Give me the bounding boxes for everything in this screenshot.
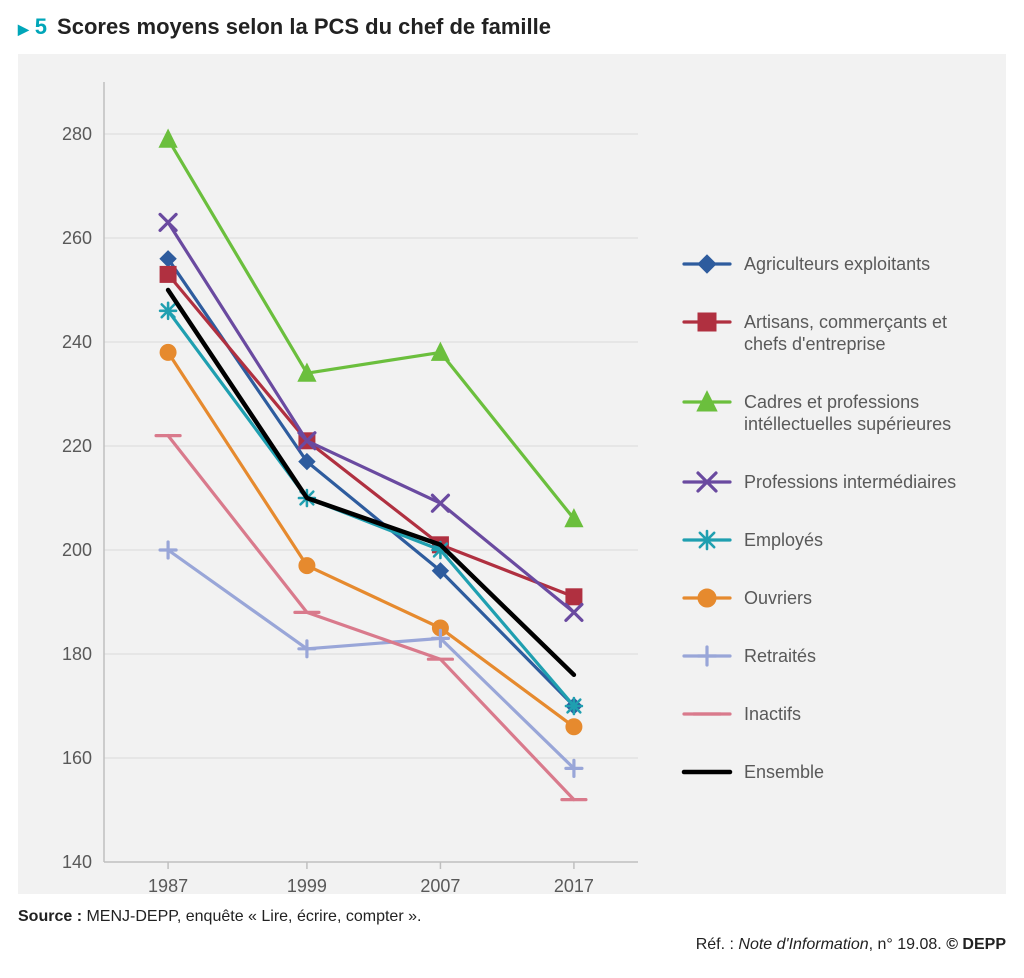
svg-text:Ouvriers: Ouvriers xyxy=(744,588,812,608)
chart-area: 140 160 180 200 220 240 260 280 1987 1999 2007 2017… xyxy=(18,54,1006,894)
svg-text:Artisans, commerçants et: Artisans, commerçants et xyxy=(744,312,947,332)
svg-text:260: 260 xyxy=(62,228,92,248)
svg-text:Inactifs: Inactifs xyxy=(744,704,801,724)
svg-text:180: 180 xyxy=(62,644,92,664)
ref-suffix: , n° 19.08. xyxy=(869,936,947,953)
svg-text:Agriculteurs exploitants: Agriculteurs exploitants xyxy=(744,254,930,274)
svg-text:chefs d'entreprise: chefs d'entreprise xyxy=(744,334,886,354)
svg-text:Professions intermédiaires: Professions intermédiaires xyxy=(744,472,956,492)
source-label: Source : xyxy=(18,908,82,925)
svg-text:2007: 2007 xyxy=(420,876,460,894)
svg-text:Employés: Employés xyxy=(744,530,823,550)
ref-copyright: © DEPP xyxy=(946,936,1006,953)
svg-text:1987: 1987 xyxy=(148,876,188,894)
svg-text:280: 280 xyxy=(62,124,92,144)
ref-italic: Note d'Information xyxy=(738,936,868,953)
svg-text:240: 240 xyxy=(62,332,92,352)
line-chart: 140 160 180 200 220 240 260 280 1987 1999 2007 2017… xyxy=(18,54,1006,894)
svg-text:140: 140 xyxy=(62,852,92,872)
svg-text:200: 200 xyxy=(62,540,92,560)
svg-text:Retraités: Retraités xyxy=(744,646,816,666)
svg-text:Ensemble: Ensemble xyxy=(744,762,824,782)
svg-text:Cadres et professions: Cadres et professions xyxy=(744,392,919,412)
svg-text:intéllectuelles supérieures: intéllectuelles supérieures xyxy=(744,414,951,434)
svg-text:220: 220 xyxy=(62,436,92,456)
svg-text:1999: 1999 xyxy=(287,876,327,894)
svg-text:160: 160 xyxy=(62,748,92,768)
reference-line: Réf. : Note d'Information, n° 19.08. © D… xyxy=(18,936,1006,954)
figure-title: Scores moyens selon la PCS du chef de fa… xyxy=(57,14,551,40)
svg-text:2017: 2017 xyxy=(554,876,594,894)
ref-prefix: Réf. : xyxy=(696,936,739,953)
source-line: Source : MENJ-DEPP, enquête « Lire, écri… xyxy=(18,908,1006,926)
source-text: MENJ-DEPP, enquête « Lire, écrire, compt… xyxy=(86,908,421,925)
figure-number: 5 xyxy=(18,14,47,40)
